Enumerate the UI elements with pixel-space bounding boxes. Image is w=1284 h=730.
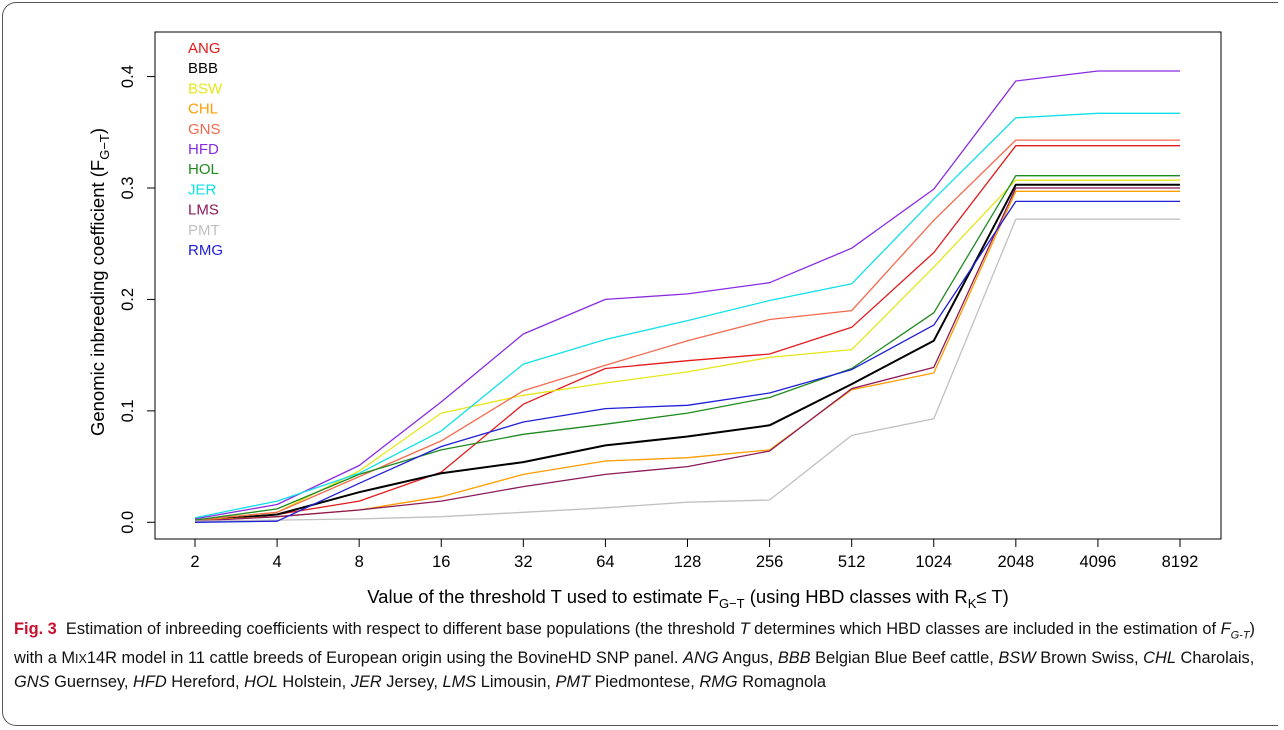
caption-abbrev-code: JER	[350, 673, 382, 692]
y-axis-label-suffix: )	[87, 128, 108, 134]
caption-abbrev-code: ANG	[683, 649, 719, 668]
series-line-lms	[194, 187, 1180, 522]
caption-abbrev-code: BBB	[777, 649, 811, 668]
caption-label: Fig. 3	[14, 620, 57, 638]
series-line-chl	[194, 190, 1180, 521]
x-tick-label: 4096	[1080, 553, 1117, 571]
caption-text-2: determines which HBD classes are include…	[749, 620, 1221, 638]
y-axis-label-prefix: Genomic inbreeding coefficient (F	[87, 160, 108, 436]
caption-abbrev-name: Romagnola	[737, 673, 827, 692]
legend-entry-ang: ANG	[188, 40, 221, 57]
x-tick-label: 32	[514, 553, 532, 571]
caption-abbrev-name: Limousin,	[476, 673, 556, 692]
legend-entry-lms: LMS	[188, 202, 219, 219]
series-line-hfd	[194, 70, 1180, 520]
caption-abbrev-name: Guernsey,	[49, 673, 134, 692]
caption-abbrev-code: GNS	[14, 673, 50, 692]
x-tick-label: 512	[838, 553, 866, 571]
caption-abbrev-code: PMT	[555, 673, 591, 692]
caption-abbrev-name: Jersey,	[381, 673, 443, 692]
caption-abbrev-code: RMG	[699, 673, 738, 692]
caption-abbrev-name: Belgian Blue Beef cattle,	[810, 649, 999, 668]
caption-abbrev-name: Holstein,	[277, 673, 351, 692]
caption-threshold-symbol: T	[739, 620, 750, 638]
series-line-ang	[194, 145, 1180, 521]
series-line-jer	[194, 112, 1180, 519]
caption-text-4: 14R model in 11 cattle breeds of Europea…	[86, 649, 684, 668]
x-tick-label: 64	[596, 553, 614, 571]
series-layer	[194, 70, 1180, 523]
caption-abbrev-code: CHL	[1143, 649, 1176, 668]
caption-f-subscript: G-T	[1230, 629, 1250, 642]
x-axis-label-middle: (using HBD classes with R	[745, 586, 968, 607]
legend: ANG BBB BSW CHL GNS HFD HOL JER LMS PMT RMG	[188, 40, 223, 259]
caption-abbrev-code: HFD	[133, 673, 167, 692]
caption-abbrev-name: Charolais,	[1175, 649, 1255, 668]
x-tick-label: 1024	[915, 553, 952, 571]
x-tick-label: 2	[190, 553, 199, 571]
caption-abbrev-name: Hereford,	[166, 673, 245, 692]
series-line-bsw	[194, 179, 1180, 521]
x-tick-label: 2048	[997, 553, 1034, 571]
x-tick-label: 4	[272, 553, 281, 571]
caption-text-3: ) with a M	[14, 620, 1256, 668]
caption-f-symbol: F	[1220, 620, 1231, 638]
y-tick-label: 0.3	[119, 177, 137, 200]
y-axis-label: Genomic inbreeding coefficient (FG−T)	[87, 128, 112, 436]
line-chart: 2 4 8 16 32 64 128 256 512 1024 2048 4096 8192 0.00.…	[87, 31, 1222, 611]
x-axis-label-suffix: ≤ T)	[976, 586, 1008, 607]
series-line-hol	[194, 175, 1180, 521]
legend-entry-chl: CHL	[188, 101, 218, 118]
x-axis-label-sub2: K	[968, 596, 977, 611]
legend-entry-bbb: BBB	[188, 60, 218, 77]
caption-mix-smallcaps: IX	[75, 652, 87, 667]
legend-entry-hol: HOL	[188, 161, 219, 178]
y-axis-label-sub: G−T	[97, 134, 112, 160]
legend-entry-hfd: HFD	[188, 141, 219, 158]
series-line-pmt	[194, 218, 1180, 522]
y-axis: 0.0 0.1 0.2 0.3 0.4	[119, 65, 156, 534]
y-tick-label: 0.4	[119, 65, 137, 88]
y-tick-label: 0.0	[119, 511, 137, 534]
caption-text-1: Estimation of inbreeding coefficients wi…	[65, 620, 740, 638]
figure-caption: Fig. 3 Estimation of inbreeding coeffici…	[14, 618, 1272, 694]
x-axis-label-prefix: Value of the threshold T used to estimat…	[367, 586, 719, 607]
y-tick-label: 0.1	[119, 399, 137, 422]
x-tick-label: 8	[355, 553, 364, 571]
caption-abbrev-name: Angus,	[718, 649, 778, 668]
legend-entry-pmt: PMT	[188, 222, 220, 239]
x-axis: 2 4 8 16 32 64 128 256 512 1024 2048 4096 8192	[190, 538, 1199, 571]
series-line-bbb	[194, 183, 1180, 523]
legend-entry-jer: JER	[188, 181, 217, 198]
caption-abbrev-name: Brown Swiss,	[1035, 649, 1144, 668]
legend-entry-gns: GNS	[188, 121, 221, 138]
x-axis-label-sub1: G−T	[719, 596, 745, 611]
x-tick-label: 128	[674, 553, 702, 571]
caption-abbrev-name: Piedmontese,	[590, 673, 700, 692]
series-line-gns	[194, 139, 1180, 521]
x-axis-label: Value of the threshold T used to estimat…	[367, 586, 1009, 611]
caption-abbrev-code: HOL	[244, 673, 278, 692]
plot-area-box	[154, 31, 1222, 540]
caption-abbreviations: ANG Angus, BBB Belgian Blue Beef cattle,…	[14, 649, 1254, 691]
legend-entry-rmg: RMG	[188, 242, 223, 259]
x-tick-label: 256	[756, 553, 784, 571]
y-tick-label: 0.2	[119, 288, 137, 311]
caption-abbrev-code: BSW	[998, 649, 1036, 668]
x-tick-label: 8192	[1162, 553, 1199, 571]
x-tick-label: 16	[432, 553, 450, 571]
series-line-rmg	[194, 200, 1180, 523]
legend-entry-bsw: BSW	[188, 80, 223, 97]
caption-abbrev-code: LMS	[442, 673, 477, 692]
